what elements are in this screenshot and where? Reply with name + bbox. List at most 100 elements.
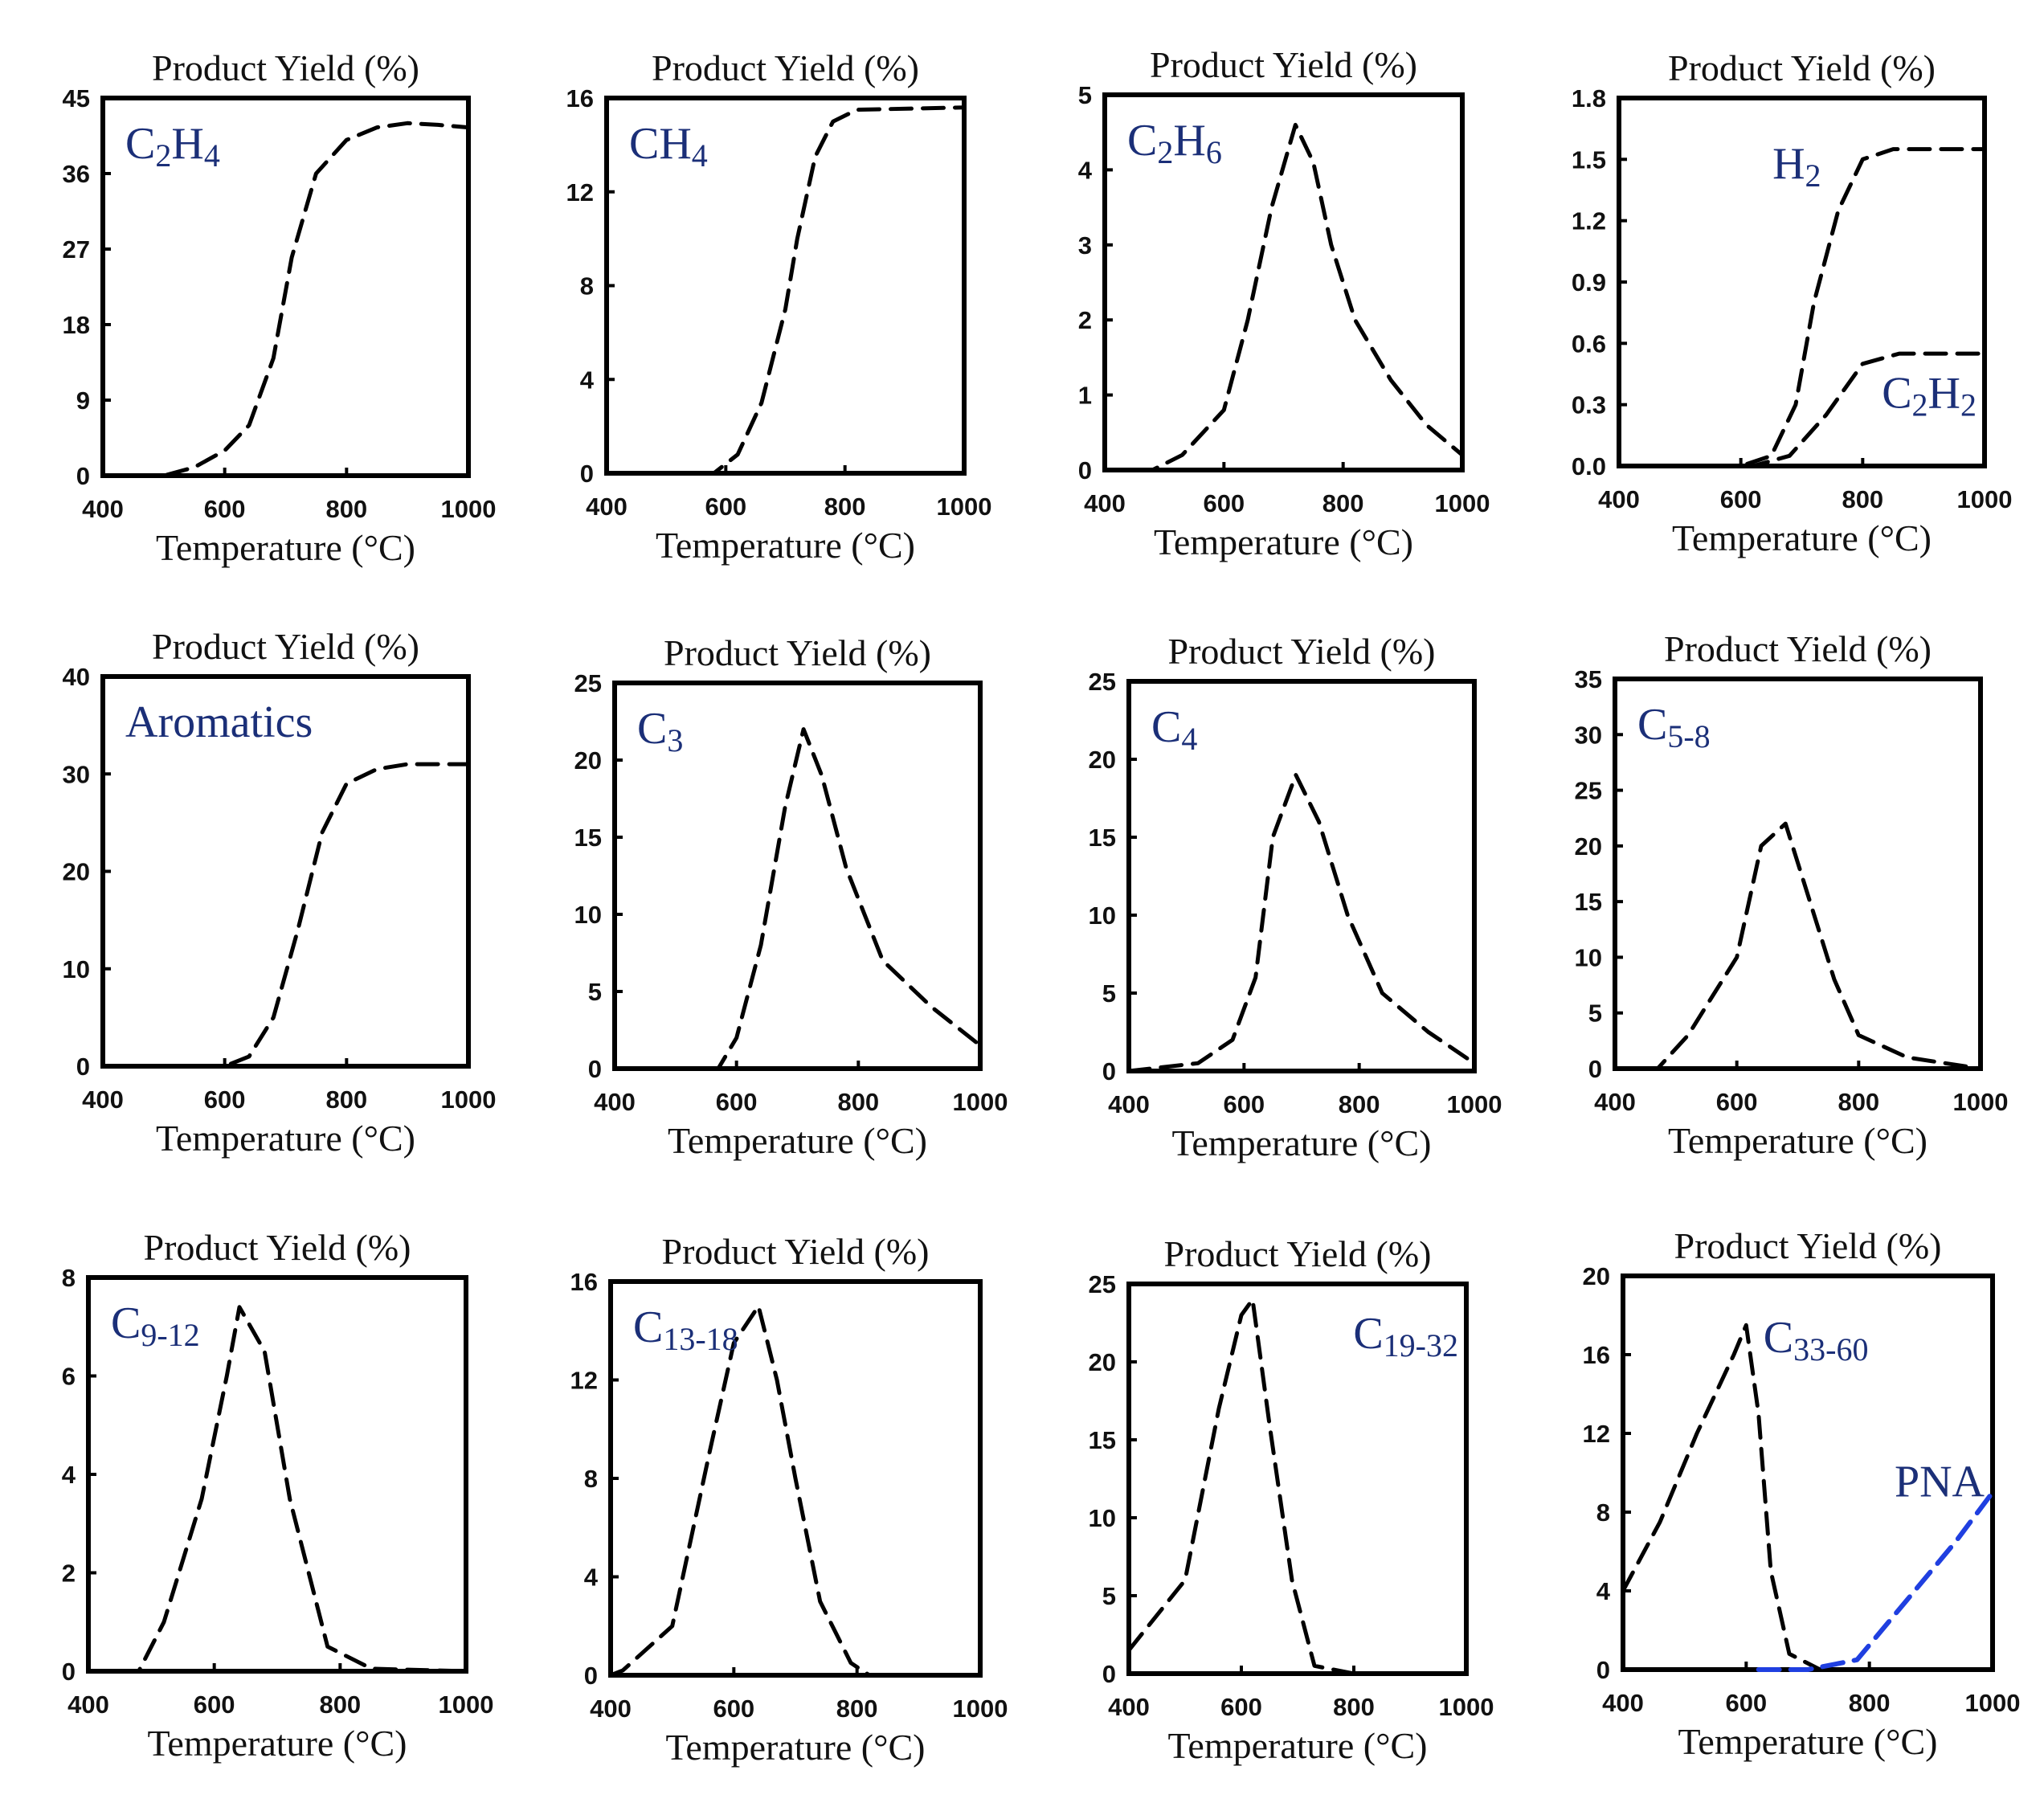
species-label-part: 13-18 [663,1321,738,1357]
y-tick-label: 0 [1588,1055,1602,1083]
y-tick-label: 0 [580,460,594,488]
y-tick-label: 5 [1588,1000,1602,1028]
y-tick-label: 0 [1596,1656,1610,1684]
y-tick-label: 20 [574,746,602,775]
x-tick-label: 800 [1322,489,1364,517]
species-label-part: C [633,1302,663,1352]
species-label-part: 4 [1181,721,1197,757]
species-label-part: 2 [155,137,171,174]
x-axis-title: Temperature (°C) [1668,1120,1927,1161]
species-label: C4 [1151,702,1197,757]
y-tick-label: 20 [63,858,90,886]
x-axis-title: Temperature (°C) [1678,1721,1938,1762]
x-tick-label: 800 [325,495,367,523]
subplot-9: Product Yield (%) Temperature (°C) 0 2 4 6 8 40… [62,1227,494,1764]
x-tick-label: 1000 [439,1690,494,1719]
species-label-secondary-part: PNA [1895,1457,1985,1507]
x-tick-label: 400 [1108,1090,1150,1118]
x-tick-label: 400 [1108,1693,1150,1721]
species-label-part: 4 [692,137,708,174]
x-tick-label: 800 [1838,1088,1879,1116]
x-tick-label: 800 [1849,1689,1891,1717]
x-tick-label: 600 [1720,485,1762,513]
y-tick-label: 16 [566,84,594,112]
x-tick-label: 600 [716,1088,758,1116]
y-tick-label: 0 [584,1662,598,1690]
y-tick-label: 10 [574,901,602,929]
series-line-2 [1617,351,1987,468]
y-tick-label: 18 [63,311,90,339]
y-tick-label: 10 [1575,943,1602,971]
x-axis-title: Temperature (°C) [1168,1725,1428,1766]
species-label: Aromatics [125,697,313,747]
y-tick-label: 8 [580,272,594,300]
species-label: CH4 [629,119,708,174]
y-tick-label: 10 [63,955,90,983]
species-label: C33-60 [1764,1313,1869,1368]
x-axis-title: Temperature (°C) [1672,517,1932,558]
x-tick-label: 1000 [1435,489,1490,517]
y-axis-title: Product Yield (%) [1674,1225,1941,1266]
species-label-secondary-part: H [1928,369,1960,419]
x-tick-label: 600 [204,1085,246,1114]
species-label-part: C [125,119,155,169]
y-tick-label: 0.6 [1572,329,1606,358]
x-tick-label: 1000 [441,495,497,523]
species-label-part: 9-12 [141,1317,199,1353]
y-axis-title: Product Yield (%) [152,626,419,667]
y-tick-label: 8 [62,1264,76,1292]
x-tick-label: 1000 [441,1085,497,1114]
x-tick-label: 1000 [1447,1090,1502,1118]
x-tick-label: 400 [82,495,124,523]
x-axis-title: Temperature (°C) [148,1723,407,1764]
x-axis-title: Temperature (°C) [1172,1122,1432,1163]
x-axis-title: Temperature (°C) [1154,521,1413,562]
y-tick-label: 0.3 [1572,391,1606,419]
y-tick-label: 4 [584,1564,599,1592]
x-tick-label: 800 [837,1088,879,1116]
species-label-part: 2 [1805,157,1821,194]
series-line-1 [1617,147,1987,468]
species-label-part: C [1127,116,1157,166]
x-tick-label: 1000 [937,493,992,521]
x-tick-label: 400 [1602,1689,1644,1717]
subplot-10: Product Yield (%) Temperature (°C) 0 4 8 12 16… [570,1231,1008,1768]
species-label-part: 6 [1206,134,1222,170]
y-tick-label: 25 [574,669,602,697]
x-tick-label: 800 [1333,1693,1375,1721]
x-axis-title: Temperature (°C) [156,1118,415,1159]
x-tick-label: 600 [194,1690,235,1719]
series-line-1 [1613,821,1983,1071]
x-tick-label: 1000 [953,1088,1008,1116]
y-tick-label: 4 [1596,1577,1611,1605]
x-tick-label: 600 [1716,1088,1758,1116]
subplot-3: Product Yield (%) Temperature (°C) 0 1 2 3 4 5 4… [1078,44,1490,562]
y-tick-label: 6 [62,1363,76,1391]
species-label-secondary-part: C [1882,369,1911,419]
series-line-1 [612,727,983,1071]
x-tick-label: 600 [1203,489,1245,517]
y-tick-label: 4 [1078,156,1093,184]
y-tick-label: 20 [1583,1262,1610,1290]
y-tick-label: 5 [1102,1582,1116,1610]
y-tick-label: 12 [566,178,594,206]
series-line-1 [608,1304,983,1678]
x-axis-title: Temperature (°C) [656,525,915,566]
plot-frame [612,681,983,1071]
species-label-part: 5-8 [1667,718,1710,754]
species-label-part: C [1637,700,1667,750]
species-label-part: C [111,1298,141,1348]
x-axis-title: Temperature (°C) [666,1727,926,1768]
y-tick-label: 30 [63,760,90,788]
y-tick-label: 0 [76,462,90,490]
x-tick-label: 1000 [1953,1088,2009,1116]
y-tick-label: 36 [63,160,90,188]
plot-frame [100,96,471,478]
species-label-part: H [171,119,203,169]
species-label-part: Aromatics [125,697,313,747]
x-tick-label: 400 [67,1690,109,1719]
species-label-part: CH [629,119,692,169]
series-line-1 [1621,1323,1896,1672]
x-tick-label: 600 [1220,1693,1262,1721]
